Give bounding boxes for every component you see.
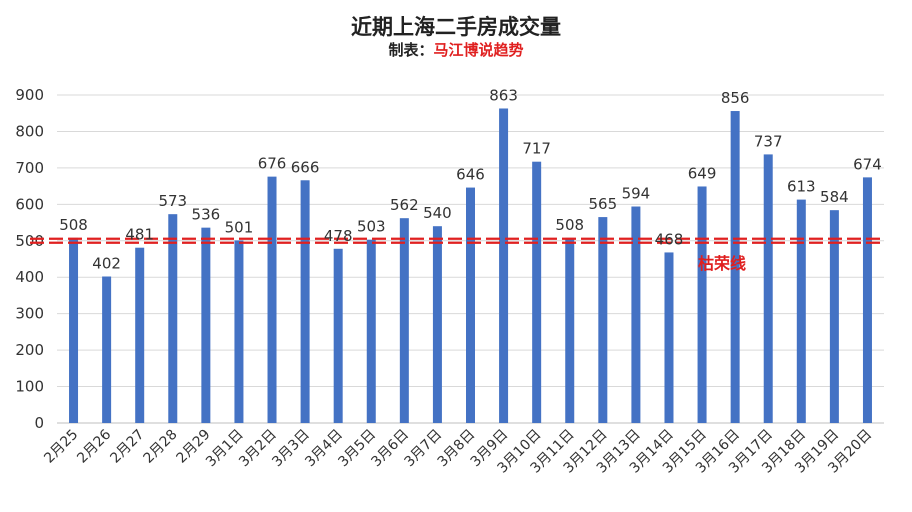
bar bbox=[565, 237, 575, 423]
bar bbox=[763, 154, 773, 423]
bars bbox=[69, 108, 872, 424]
data-label: 402 bbox=[92, 254, 121, 272]
data-label: 594 bbox=[622, 185, 651, 203]
data-label: 468 bbox=[655, 230, 684, 248]
data-label: 584 bbox=[820, 188, 849, 206]
y-axis: 0 100 200 300 400 500 600 700 800 900 bbox=[15, 86, 44, 432]
subtitle-source: 马江博说趋势 bbox=[434, 41, 524, 59]
data-label: 649 bbox=[688, 164, 717, 182]
y-tick-label: 800 bbox=[15, 122, 44, 140]
bar bbox=[796, 199, 806, 423]
y-tick-label: 500 bbox=[15, 232, 44, 250]
data-label: 674 bbox=[853, 155, 882, 173]
data-label: 717 bbox=[522, 140, 551, 158]
bar bbox=[366, 239, 376, 423]
bar bbox=[862, 177, 872, 423]
data-label: 478 bbox=[324, 227, 353, 245]
x-axis: 2月252月262月272月282月293月1日3月2日3月3日3月4日3月5日… bbox=[41, 426, 875, 476]
data-label: 856 bbox=[721, 89, 750, 107]
data-label: 565 bbox=[588, 195, 617, 213]
bar bbox=[300, 180, 310, 423]
y-tick-label: 200 bbox=[15, 341, 44, 359]
bar bbox=[532, 161, 542, 423]
data-label: 666 bbox=[291, 158, 320, 176]
bar bbox=[466, 187, 475, 423]
reference-line-group: 枯荣线 bbox=[30, 237, 882, 273]
data-label: 613 bbox=[787, 178, 816, 196]
bar bbox=[664, 252, 674, 423]
x-tick-label: 2月26 bbox=[74, 426, 114, 466]
bar bbox=[499, 108, 509, 424]
data-label: 508 bbox=[555, 216, 584, 234]
data-label: 676 bbox=[258, 155, 287, 173]
bar bbox=[399, 218, 409, 423]
bar bbox=[267, 176, 277, 423]
data-label: 737 bbox=[754, 132, 783, 150]
data-label: 646 bbox=[456, 166, 485, 184]
chart-subtitle: 制表：马江博说趋势 bbox=[388, 41, 523, 59]
data-label: 481 bbox=[125, 226, 154, 244]
bar bbox=[168, 214, 178, 423]
bar bbox=[201, 227, 211, 423]
bar bbox=[631, 206, 641, 423]
data-label: 503 bbox=[357, 218, 386, 236]
chart-title: 近期上海二手房成交量 bbox=[351, 15, 561, 39]
data-label: 508 bbox=[59, 216, 88, 234]
y-tick-label: 300 bbox=[15, 305, 44, 323]
subtitle-label: 制表： bbox=[388, 41, 433, 59]
y-tick-label: 900 bbox=[15, 86, 44, 104]
data-label: 540 bbox=[423, 204, 452, 222]
x-tick-label: 2月27 bbox=[107, 427, 147, 467]
bar bbox=[730, 111, 740, 423]
bar bbox=[333, 248, 343, 423]
y-tick-label: 100 bbox=[15, 378, 44, 396]
bar bbox=[829, 210, 839, 423]
y-tick-label: 600 bbox=[15, 195, 44, 213]
data-label: 501 bbox=[225, 218, 254, 236]
x-tick-label: 2月28 bbox=[140, 427, 180, 467]
data-label: 573 bbox=[158, 192, 187, 210]
bar bbox=[234, 240, 244, 423]
reference-line-label: 枯荣线 bbox=[698, 254, 746, 273]
bar bbox=[69, 237, 79, 423]
bar bbox=[135, 247, 145, 423]
bar bbox=[432, 226, 442, 423]
data-label: 562 bbox=[390, 196, 419, 214]
y-tick-label: 700 bbox=[15, 159, 44, 177]
x-tick-label: 2月25 bbox=[41, 427, 81, 467]
y-tick-label: 400 bbox=[15, 268, 44, 286]
y-tick-label: 0 bbox=[34, 414, 44, 432]
data-label: 863 bbox=[489, 86, 518, 104]
bar bbox=[598, 217, 608, 423]
bar bbox=[102, 276, 112, 423]
data-label: 536 bbox=[192, 206, 221, 224]
bar bbox=[697, 186, 707, 423]
